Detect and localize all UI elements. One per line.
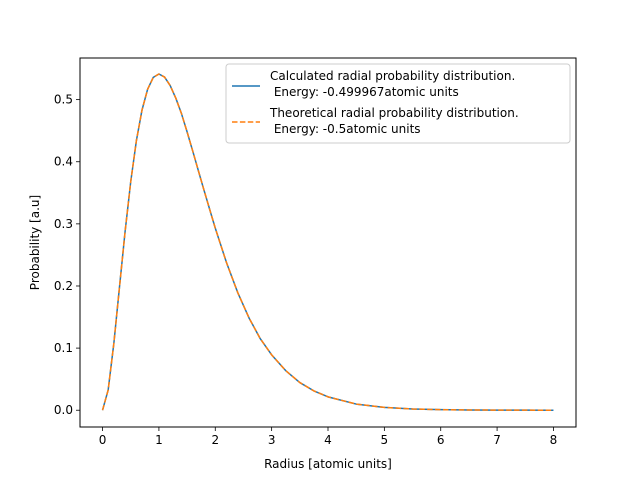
- x-tick-label: 6: [437, 433, 445, 447]
- legend-label-calculated-line1: Calculated radial probability distributi…: [270, 69, 515, 83]
- x-tick-label: 0: [99, 433, 107, 447]
- legend: Calculated radial probability distributi…: [225, 63, 571, 144]
- y-tick-label: 0.2: [54, 279, 73, 293]
- y-tick-label: 0.5: [54, 93, 73, 107]
- x-tick-label: 5: [381, 433, 389, 447]
- y-ticks: 0.0 0.1 0.2 0.3 0.4 0.5: [54, 93, 80, 417]
- y-axis-label: Probability [a.u]: [28, 195, 42, 290]
- x-tick-label: 7: [493, 433, 501, 447]
- x-tick-label: 2: [211, 433, 219, 447]
- x-tick-label: 1: [155, 433, 163, 447]
- x-tick-label: 4: [324, 433, 332, 447]
- x-axis-label: Radius [atomic units]: [264, 457, 392, 471]
- y-tick-label: 0.0: [54, 403, 73, 417]
- series-line-theoretical: [101, 73, 554, 411]
- series-layer: [101, 73, 554, 411]
- y-tick-label: 0.3: [54, 217, 73, 231]
- legend-label-theoretical-line2: Energy: -0.5atomic units: [270, 122, 421, 136]
- x-ticks: 0 1 2 3 4 5 6 7 8: [99, 427, 558, 447]
- x-tick-label: 8: [550, 433, 558, 447]
- x-tick-label: 3: [268, 433, 276, 447]
- y-tick-label: 0.4: [54, 155, 73, 169]
- y-tick-label: 0.1: [54, 341, 73, 355]
- legend-label-theoretical-line1: Theoretical radial probability distribut…: [269, 106, 519, 120]
- legend-box: [225, 63, 571, 144]
- legend-label-calculated-line2: Energy: -0.499967atomic units: [270, 85, 459, 99]
